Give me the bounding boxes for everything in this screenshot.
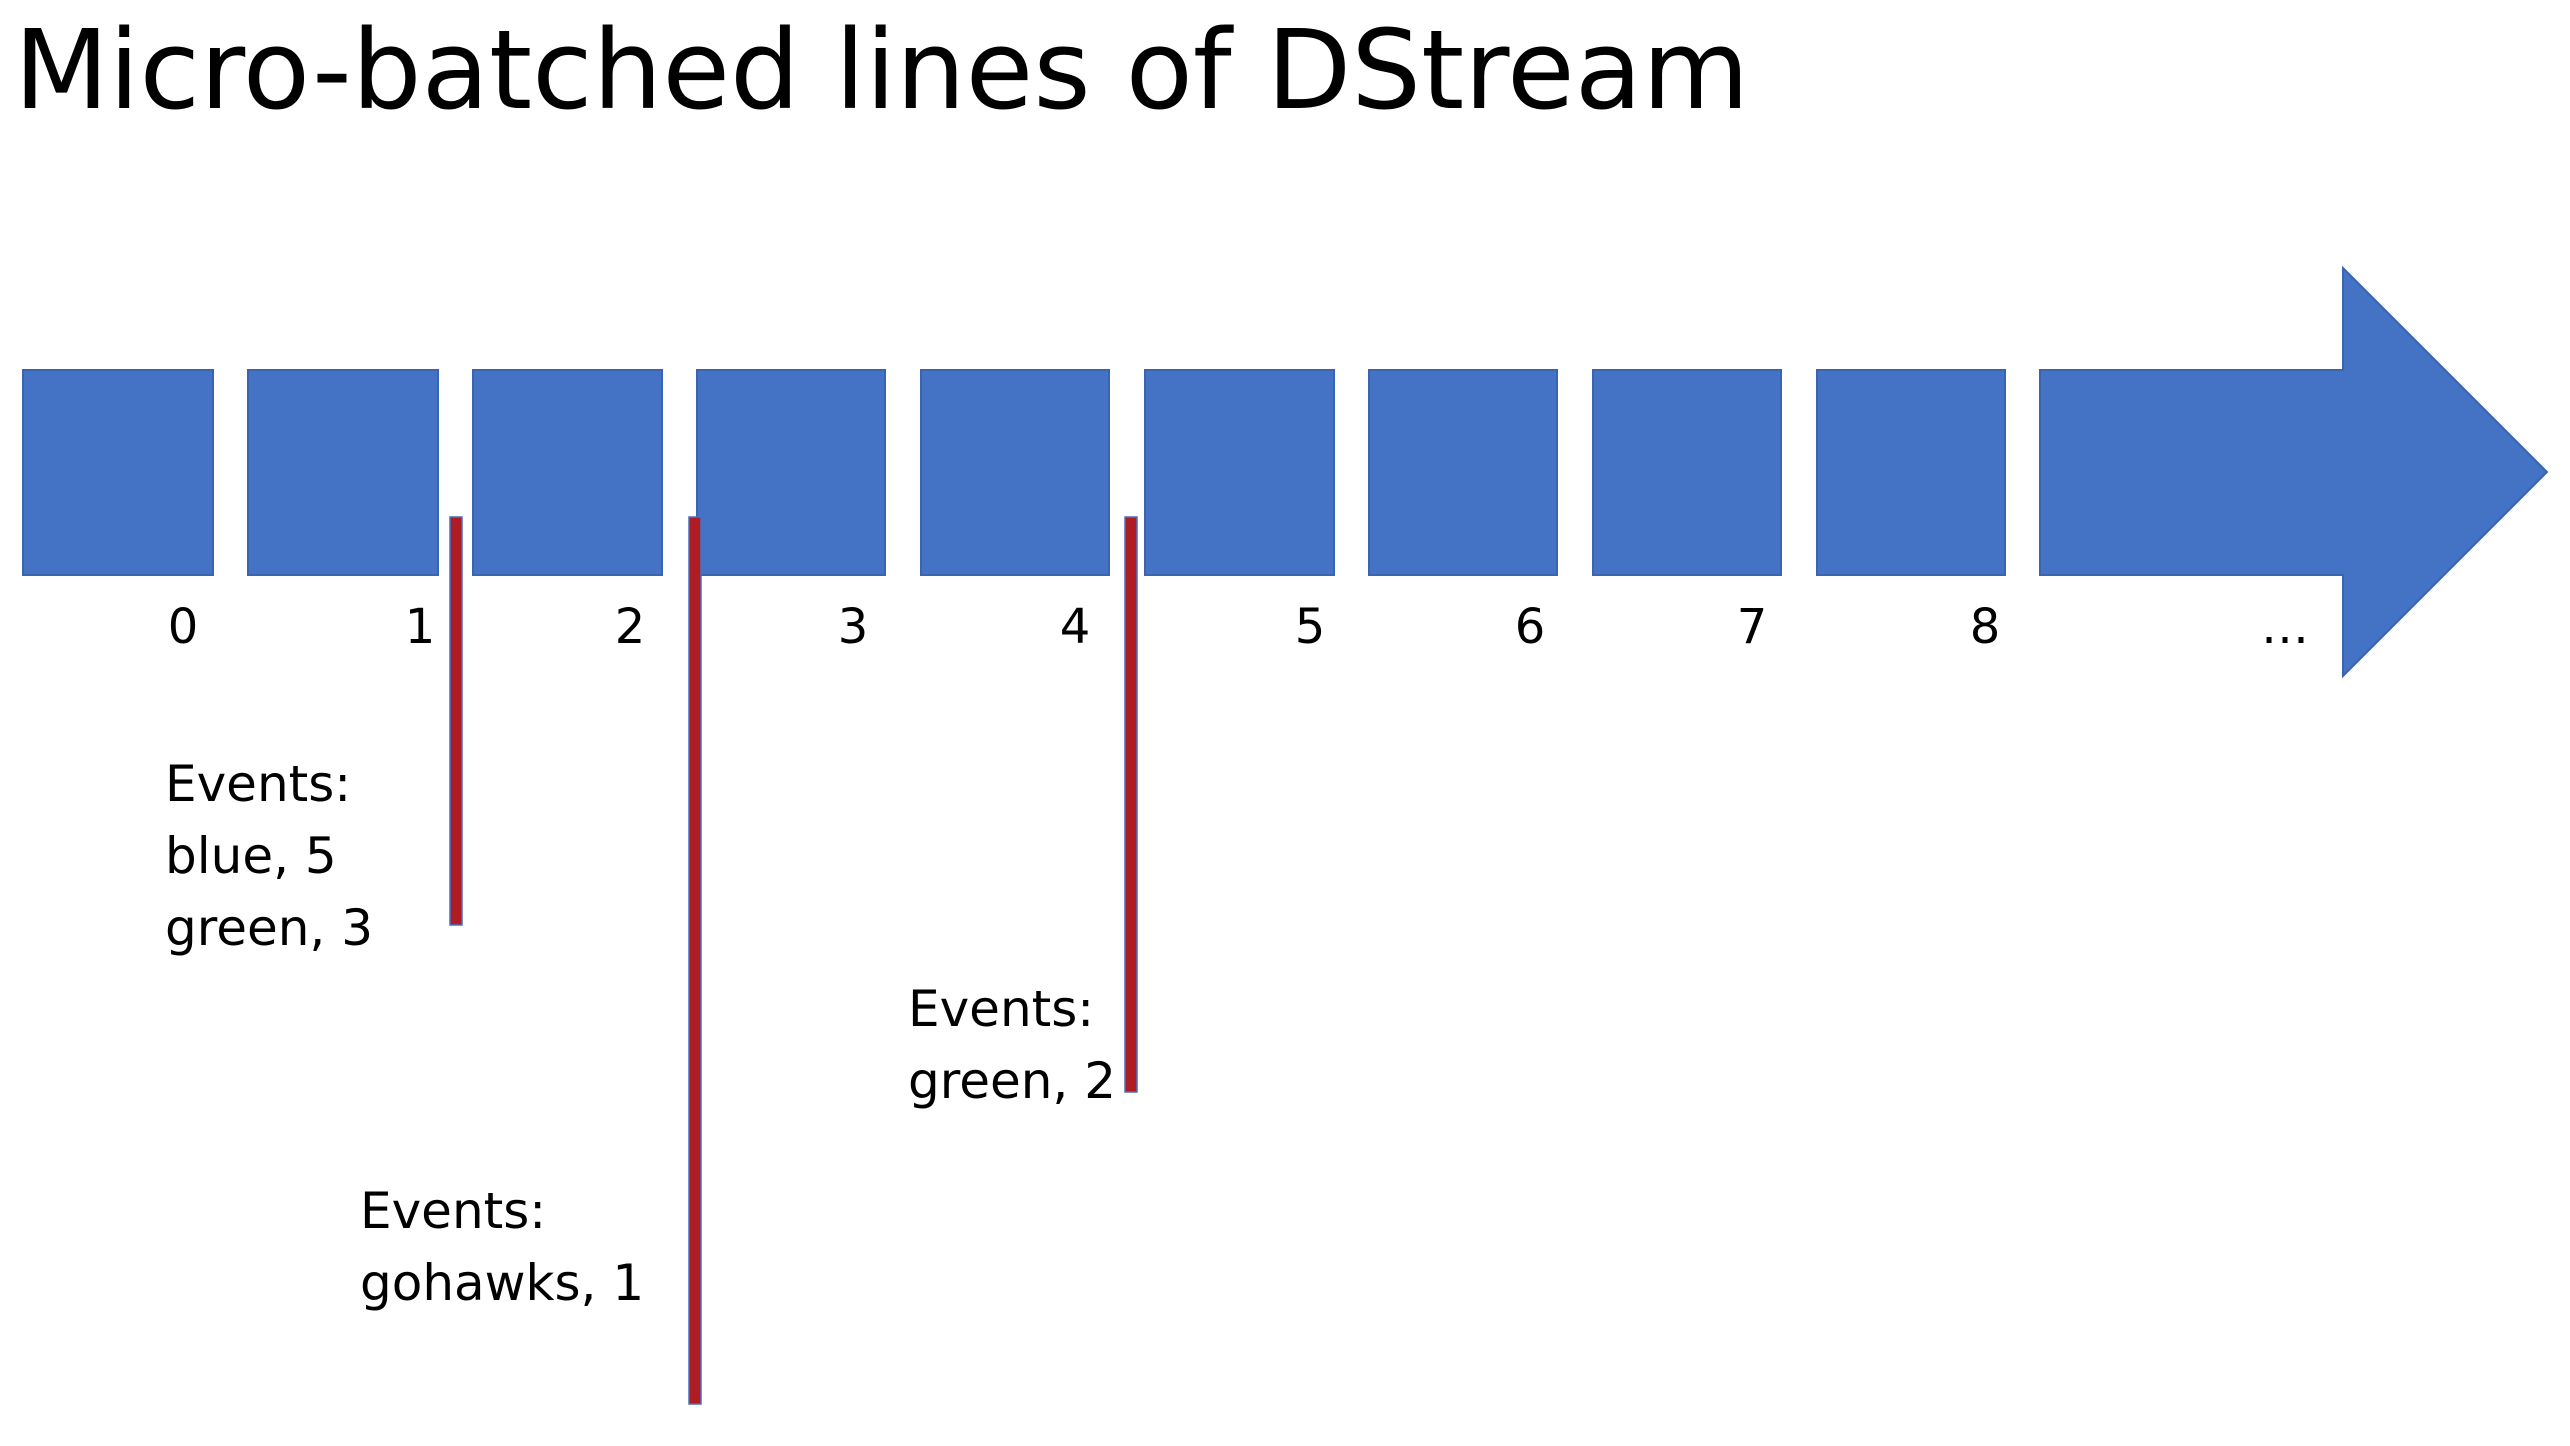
timeline-label-2: 2 — [615, 599, 646, 655]
event-entry: gohawks, 1 — [360, 1254, 645, 1312]
batch-box-5 — [1144, 369, 1335, 576]
event-marker-batch-4 — [1124, 516, 1138, 1093]
timeline-label-6: 6 — [1515, 599, 1546, 655]
event-marker-batch-1 — [449, 516, 463, 926]
batch-box-8 — [1816, 369, 2006, 576]
event-entry: green, 2 — [908, 1052, 1117, 1110]
batch-box-1 — [247, 369, 439, 576]
batch-box-7 — [1592, 369, 1782, 576]
batch-box-2 — [472, 369, 663, 576]
batch-box-0 — [22, 369, 214, 576]
batch-box-3 — [696, 369, 886, 576]
event-group-heading: Events: — [360, 1182, 547, 1240]
event-group-batch-1: Events: blue, 5 green, 3 — [165, 748, 373, 964]
event-group-batch-4: Events: green, 2 — [908, 973, 1116, 1117]
timeline-label-8: 8 — [1970, 599, 2001, 655]
batch-box-6 — [1368, 369, 1558, 576]
timeline-label-4: 4 — [1060, 599, 1091, 655]
timeline-label-3: 3 — [838, 599, 869, 655]
timeline-label-9: … — [2261, 599, 2309, 655]
event-marker-batch-2 — [688, 516, 702, 1405]
timeline-label-1: 1 — [405, 599, 436, 655]
event-group-heading: Events: — [908, 980, 1095, 1038]
timeline-label-5: 5 — [1295, 599, 1326, 655]
event-group-heading: Events: — [165, 755, 352, 813]
batch-box-4 — [920, 369, 1110, 576]
slide-title: Micro-batched lines of DStream — [14, 6, 1750, 134]
timeline-label-7: 7 — [1737, 599, 1768, 655]
stream-arrow — [2039, 265, 2549, 679]
event-entry: blue, 5 — [165, 827, 337, 885]
event-group-batch-2: Events: gohawks, 1 — [360, 1175, 644, 1319]
timeline-label-0: 0 — [168, 599, 199, 655]
event-entry: green, 3 — [165, 899, 374, 957]
